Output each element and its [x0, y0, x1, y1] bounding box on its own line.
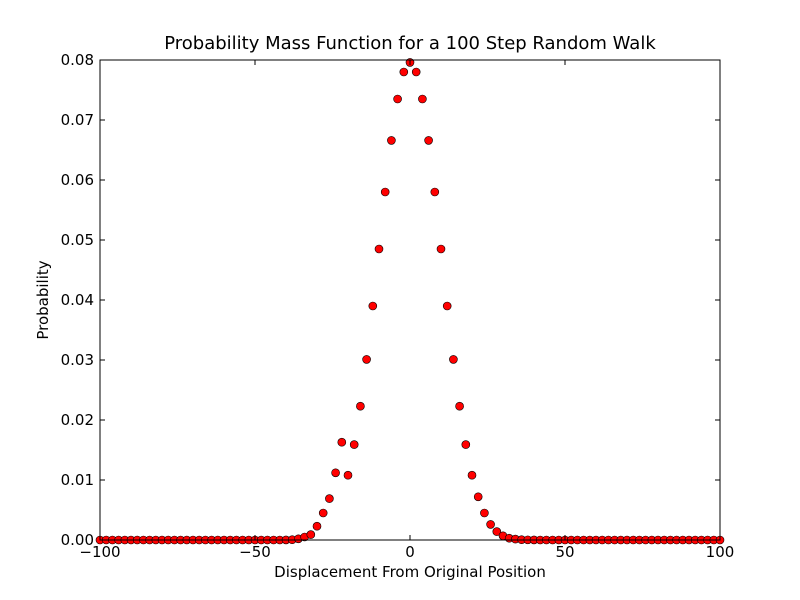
y-tick-label: 0.01	[61, 471, 94, 489]
data-point	[473, 492, 483, 502]
y-axis-label: Probability	[34, 260, 52, 339]
data-point	[411, 67, 421, 77]
data-point	[430, 187, 440, 197]
data-point	[343, 470, 353, 480]
data-point	[374, 244, 384, 254]
y-tick-label: 0.08	[61, 51, 94, 69]
x-tick-label: 50	[555, 543, 574, 561]
data-point	[399, 67, 409, 77]
data-point	[306, 530, 316, 539]
data-point	[331, 468, 340, 478]
x-tick-label: 100	[706, 543, 735, 561]
y-tick-label: 0.06	[61, 171, 94, 189]
data-point	[393, 94, 402, 104]
y-tick-label: 0.03	[61, 351, 94, 369]
data-point	[380, 187, 390, 197]
data-point	[480, 508, 489, 518]
data-point	[318, 508, 328, 518]
data-point	[492, 527, 502, 536]
data-point	[325, 494, 334, 503]
data-point	[368, 301, 378, 311]
plot-frame	[99, 59, 721, 541]
x-axis-label: Displacement From Original Position	[274, 563, 546, 581]
data-point	[455, 401, 464, 411]
data-point	[436, 244, 446, 254]
chart-title: Probability Mass Function for a 100 Step…	[164, 33, 656, 54]
data-point	[424, 136, 433, 145]
data-point	[442, 301, 452, 311]
data-point	[486, 520, 495, 529]
data-point	[312, 521, 322, 531]
data-point	[467, 470, 477, 480]
data-point	[387, 136, 396, 145]
data-point	[418, 94, 427, 104]
data-point	[362, 355, 371, 364]
data-point	[337, 437, 347, 447]
data-point	[461, 440, 471, 449]
x-tick-label: −50	[239, 543, 271, 561]
x-tick-label: −100	[79, 543, 120, 561]
data-point	[449, 355, 458, 364]
y-tick-label: 0.07	[61, 111, 94, 129]
y-tick-label: 0.02	[61, 411, 94, 429]
data-point	[349, 440, 359, 449]
data-point	[356, 401, 365, 411]
axis-ticks: −100 −50 0 50 100 0.00 0.01 0.02 0.03 0.04 0.05 0.0…	[61, 51, 735, 561]
x-tick-label: 0	[405, 543, 415, 561]
y-tick-label: 0.00	[61, 531, 94, 549]
y-tick-label: 0.05	[61, 231, 94, 249]
y-tick-label: 0.04	[61, 291, 94, 309]
